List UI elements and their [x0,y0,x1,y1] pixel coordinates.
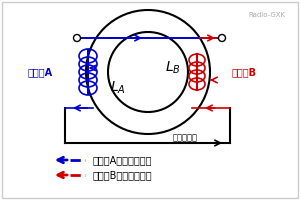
Text: コイルBの作る磁力線: コイルBの作る磁力線 [93,170,153,180]
Text: Radio-GXK: Radio-GXK [248,12,285,18]
Circle shape [108,32,188,112]
Text: 電流の向き: 電流の向き [172,134,197,142]
Circle shape [86,10,210,134]
Text: コイルAの作る磁力線: コイルAの作る磁力線 [93,155,152,165]
Circle shape [218,34,226,42]
Circle shape [74,34,80,42]
Text: $L_B$: $L_B$ [165,60,181,76]
Text: $L_A$: $L_A$ [110,80,126,96]
Text: コイルB: コイルB [232,67,257,77]
FancyBboxPatch shape [2,2,298,198]
Text: コイルA: コイルA [28,67,53,77]
